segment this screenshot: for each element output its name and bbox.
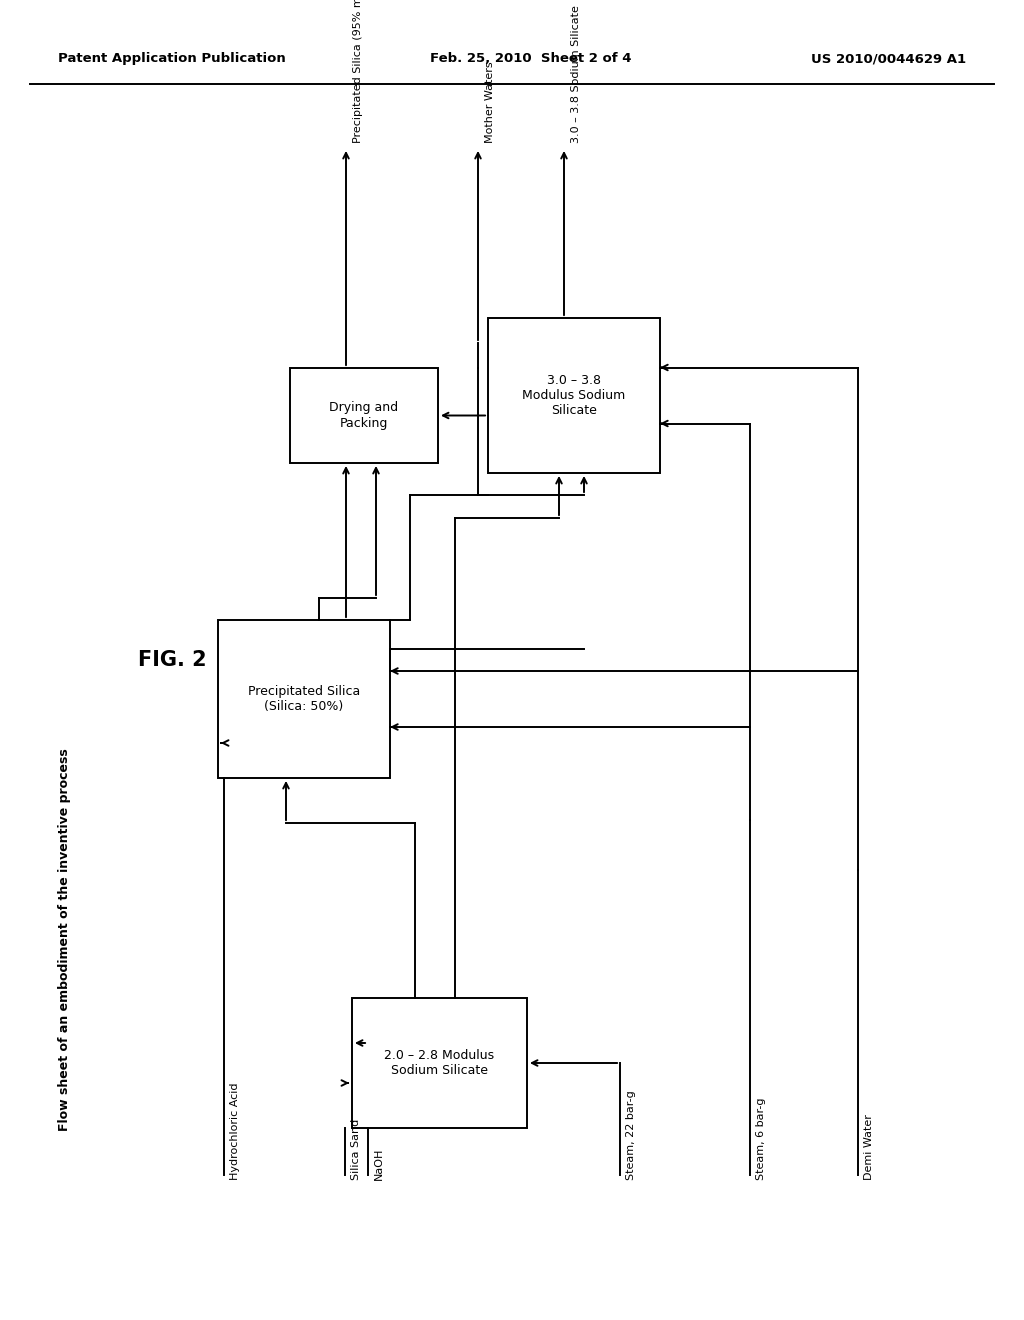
Bar bbox=[488, 318, 660, 473]
Text: NaOH: NaOH bbox=[374, 1147, 384, 1180]
Text: Steam, 6 bar-g: Steam, 6 bar-g bbox=[756, 1097, 766, 1180]
Bar bbox=[290, 368, 438, 463]
Text: Feb. 25, 2010  Sheet 2 of 4: Feb. 25, 2010 Sheet 2 of 4 bbox=[430, 51, 632, 65]
Text: Precipitated Silica
(Silica: 50%): Precipitated Silica (Silica: 50%) bbox=[248, 685, 360, 713]
Text: Mother Waters: Mother Waters bbox=[485, 61, 495, 143]
Text: Flow sheet of an embodiment of the inventive process: Flow sheet of an embodiment of the inven… bbox=[58, 748, 71, 1131]
Text: Patent Application Publication: Patent Application Publication bbox=[58, 51, 286, 65]
Text: 2.0 – 2.8 Modulus
Sodium Silicate: 2.0 – 2.8 Modulus Sodium Silicate bbox=[384, 1049, 495, 1077]
Text: Steam, 22 bar-g: Steam, 22 bar-g bbox=[626, 1090, 636, 1180]
Text: 3.0 – 3.8 Sodium Silicate: 3.0 – 3.8 Sodium Silicate bbox=[571, 5, 581, 143]
Text: Silica Sand: Silica Sand bbox=[351, 1119, 361, 1180]
Text: Hydrochloric Acid: Hydrochloric Acid bbox=[230, 1082, 240, 1180]
Bar bbox=[218, 620, 390, 777]
Bar bbox=[352, 998, 527, 1129]
Text: Precipitated Silica (95% min): Precipitated Silica (95% min) bbox=[353, 0, 362, 143]
Text: FIG. 2: FIG. 2 bbox=[138, 649, 207, 671]
Text: 3.0 – 3.8
Modulus Sodium
Silicate: 3.0 – 3.8 Modulus Sodium Silicate bbox=[522, 374, 626, 417]
Text: Demi Water: Demi Water bbox=[864, 1114, 874, 1180]
Text: Drying and
Packing: Drying and Packing bbox=[330, 401, 398, 429]
Text: US 2010/0044629 A1: US 2010/0044629 A1 bbox=[811, 51, 966, 65]
